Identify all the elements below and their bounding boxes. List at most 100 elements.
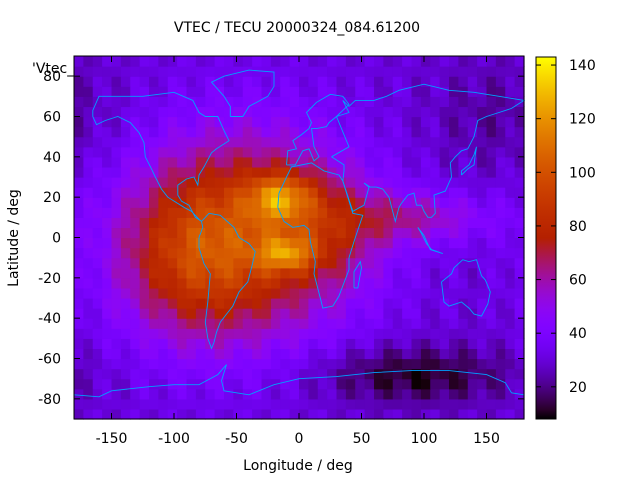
heatmap-cell [205,247,216,259]
heatmap-cell [186,56,197,67]
heatmap-cell [392,398,403,410]
heatmap-cell [486,408,497,420]
heatmap-cell [149,237,159,249]
coastline [277,162,364,309]
heatmap-cell [149,408,159,420]
heatmap-cell [158,66,169,77]
heatmap-cell [177,398,188,410]
heatmap-cell [449,227,459,239]
heatmap-cell [195,156,206,168]
x-tick-label: -150 [96,431,128,447]
heatmap-cell [345,166,356,178]
x-tick-label: 50 [353,431,371,447]
heatmap-cell [149,388,159,400]
heatmap-cell [261,398,272,410]
heatmap-cell [289,328,300,339]
heatmap-cell [439,378,450,390]
heatmap-cell [392,237,403,249]
heatmap-cell [74,378,84,390]
heatmap-cell [477,388,488,400]
heatmap-cell [317,368,328,380]
heatmap-cell [299,207,309,218]
heatmap-cell [477,267,488,279]
heatmap-cell [83,378,94,390]
heatmap-cell [167,177,178,188]
heatmap-cell [261,197,272,208]
heatmap-cell [327,227,338,239]
heatmap-cell [327,257,338,269]
heatmap-cell [467,106,478,118]
heatmap-cell [242,408,253,420]
heatmap-cell [74,207,84,218]
heatmap-cell [205,86,216,97]
heatmap-cell [83,358,94,370]
heatmap-cell [83,76,94,87]
heatmap-cell [486,318,497,329]
heatmap-cell [252,408,263,420]
heatmap-cell [420,368,431,380]
heatmap-cell [130,287,141,299]
heatmap-cell [430,227,441,239]
heatmap-cell [317,308,328,319]
heatmap-cell [120,368,131,380]
heatmap-cell [158,378,169,390]
heatmap-cell [495,116,506,128]
heatmap-cell [195,318,206,329]
heatmap-cell [139,237,150,249]
heatmap-cell [102,298,113,309]
heatmap-cell [120,227,131,239]
heatmap-cell [270,267,281,279]
heatmap-cell [195,237,206,249]
heatmap-cell [158,348,169,360]
heatmap-cell [83,287,94,299]
heatmap-cell [252,156,263,168]
heatmap-cell [224,96,234,108]
heatmap-cell [167,146,178,158]
heatmap-cell [336,227,347,239]
heatmap-cell [261,237,272,249]
heatmap-cell [205,257,216,269]
heatmap-cell [458,126,469,138]
heatmap-cell [139,398,150,410]
heatmap-cell [505,156,516,168]
heatmap-cell [486,388,497,400]
heatmap-cell [392,388,403,400]
heatmap-cell [120,166,131,178]
heatmap-cell [317,217,328,229]
heatmap-cell [505,106,516,118]
heatmap-cell [514,408,525,420]
heatmap-cell [214,267,225,279]
heatmap-cell [233,257,244,269]
heatmap-cell [449,56,459,67]
heatmap-cell [167,287,178,299]
heatmap-cell [270,126,281,138]
heatmap-cell [130,56,141,67]
heatmap-cell [120,267,131,279]
heatmap-cell [83,328,94,339]
heatmap-cell [458,277,469,289]
heatmap-cell [317,207,328,218]
heatmap-cell [402,287,413,299]
heatmap-cell [495,86,506,97]
heatmap-cell [289,177,300,188]
heatmap-cell [299,76,309,87]
heatmap-cell [130,66,141,77]
heatmap-cell [74,368,84,380]
heatmap-cell [149,277,159,289]
heatmap-cell [102,277,113,289]
heatmap-cell [280,368,291,380]
heatmap-cell [430,257,441,269]
heatmap-cell [383,217,394,229]
heatmap-cell [120,408,131,420]
heatmap-cell [224,166,234,178]
heatmap-cell [120,378,131,390]
heatmap-cell [345,318,356,329]
heatmap-cell [261,76,272,87]
heatmap-cell [486,277,497,289]
heatmap-cell [477,86,488,97]
heatmap-cell [495,308,506,319]
heatmap-cell [289,287,300,299]
heatmap-cell [449,247,459,259]
heatmap-cell [120,106,131,118]
heatmap-cell [458,368,469,380]
